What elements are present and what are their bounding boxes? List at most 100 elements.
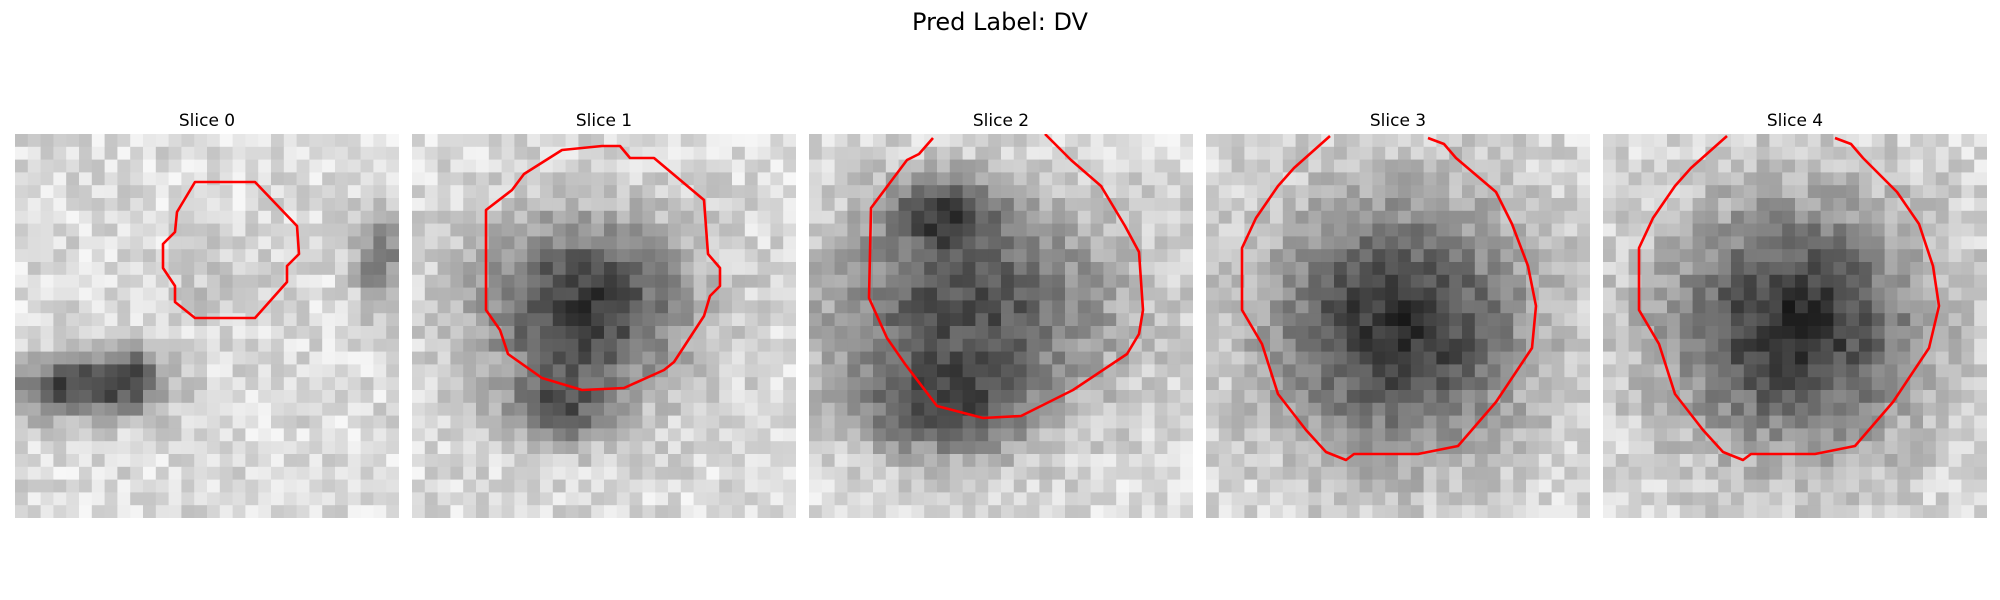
slice-pixel <box>937 466 951 480</box>
slice-pixel <box>1564 351 1578 365</box>
slice-pixel <box>1359 172 1373 186</box>
slice-pixel <box>1065 454 1079 468</box>
slice-pixel <box>130 185 144 199</box>
slice-pixel <box>1180 402 1193 416</box>
slice-pixel <box>1654 274 1668 288</box>
slice-pixel <box>296 390 310 404</box>
slice-pixel <box>194 338 208 352</box>
slice-pixel <box>437 479 451 493</box>
slice-pixel <box>770 262 784 276</box>
slice-pixel <box>885 351 899 365</box>
slice-pixel <box>1807 236 1821 250</box>
slice-pixel <box>1795 262 1809 276</box>
slice-pixel <box>540 287 554 301</box>
slice-pixel <box>591 262 605 276</box>
slice-pixel <box>437 159 451 173</box>
slice-pixel <box>1346 210 1360 224</box>
slice-pixel <box>1116 479 1130 493</box>
slice-pixel <box>1628 428 1642 442</box>
slice-pixel <box>1474 287 1488 301</box>
slice-pixel <box>1859 236 1873 250</box>
slice-pixel <box>27 300 41 314</box>
slice-pixel <box>1052 505 1066 518</box>
slice-pixel <box>1948 492 1962 506</box>
slice-pixel <box>1795 454 1809 468</box>
slice-pixel <box>1218 313 1232 327</box>
slice-pixel <box>527 492 541 506</box>
slice-pixel <box>322 223 336 237</box>
slice-pixel <box>1129 377 1143 391</box>
slice-pixel <box>1628 492 1642 506</box>
slice-pixel <box>1180 377 1193 391</box>
slice-pixel <box>143 377 157 391</box>
slice-pixel <box>604 479 618 493</box>
slice-pixel <box>463 428 477 442</box>
slice-pixel <box>1218 351 1232 365</box>
slice-pixel <box>809 466 823 480</box>
slice-pixel <box>719 198 733 212</box>
slice-pixel <box>1308 390 1322 404</box>
slice-pixel <box>834 287 848 301</box>
slice-pixel <box>1052 223 1066 237</box>
slice-pixel <box>1871 287 1885 301</box>
slice-pixel <box>616 172 630 186</box>
slice-pixel <box>463 223 477 237</box>
slice-pixel <box>668 134 682 148</box>
slice-pixel <box>1257 505 1271 518</box>
slice-pixel <box>296 210 310 224</box>
slice-pixel <box>1935 198 1949 212</box>
slice-pixel <box>540 274 554 288</box>
slice-pixel <box>1398 249 1412 263</box>
slice-pixel <box>680 223 694 237</box>
slice-pixel <box>1372 172 1386 186</box>
slice-pixel <box>1820 274 1834 288</box>
slice-pixel <box>258 236 272 250</box>
slice-pixel <box>219 415 233 429</box>
slice-pixel <box>847 479 861 493</box>
slice-pixel <box>565 198 579 212</box>
slice-pixel <box>1897 351 1911 365</box>
slice-pixel <box>1846 287 1860 301</box>
slice-pixel <box>335 326 349 340</box>
slice-pixel <box>1628 326 1642 340</box>
slice-pixel <box>194 505 208 518</box>
slice-pixel <box>271 313 285 327</box>
slice-pixel <box>373 364 387 378</box>
slice-pixel <box>1961 185 1975 199</box>
slice-pixel <box>155 505 169 518</box>
slice-pixel <box>1167 505 1181 518</box>
slice-pixel <box>386 236 399 250</box>
slice-pixel <box>680 377 694 391</box>
slice-pixel <box>578 198 592 212</box>
slice-pixel <box>130 351 144 365</box>
slice-pixel <box>1346 326 1360 340</box>
slice-pixel <box>27 351 41 365</box>
slice-pixel <box>1795 415 1809 429</box>
slice-pixel <box>79 274 93 288</box>
slice-pixel <box>53 274 67 288</box>
slice-pixel <box>604 223 618 237</box>
slice-pixel <box>616 274 630 288</box>
slice-pixel <box>1795 402 1809 416</box>
slice-pixel <box>975 428 989 442</box>
slice-pixel <box>245 338 259 352</box>
slice-pixel <box>1679 262 1693 276</box>
slice-pixel <box>1603 287 1617 301</box>
slice-pixel <box>1641 402 1655 416</box>
slice-pixel <box>552 313 566 327</box>
slice-pixel <box>1410 377 1424 391</box>
slice-pixel <box>1295 479 1309 493</box>
slice-pixel <box>1052 338 1066 352</box>
slice-pixel <box>1961 300 1975 314</box>
slice-pixel <box>1398 159 1412 173</box>
slice-pixel <box>1603 300 1617 314</box>
slice-pixel <box>1500 479 1514 493</box>
slice-pixel <box>335 262 349 276</box>
slice-pixel <box>1526 466 1540 480</box>
slice-pixel <box>937 210 951 224</box>
slice-pixel <box>757 479 771 493</box>
slice-pixel <box>924 262 938 276</box>
slice-pixel <box>1423 390 1437 404</box>
slice-pixel <box>1321 351 1335 365</box>
slice-pixel <box>629 505 643 518</box>
